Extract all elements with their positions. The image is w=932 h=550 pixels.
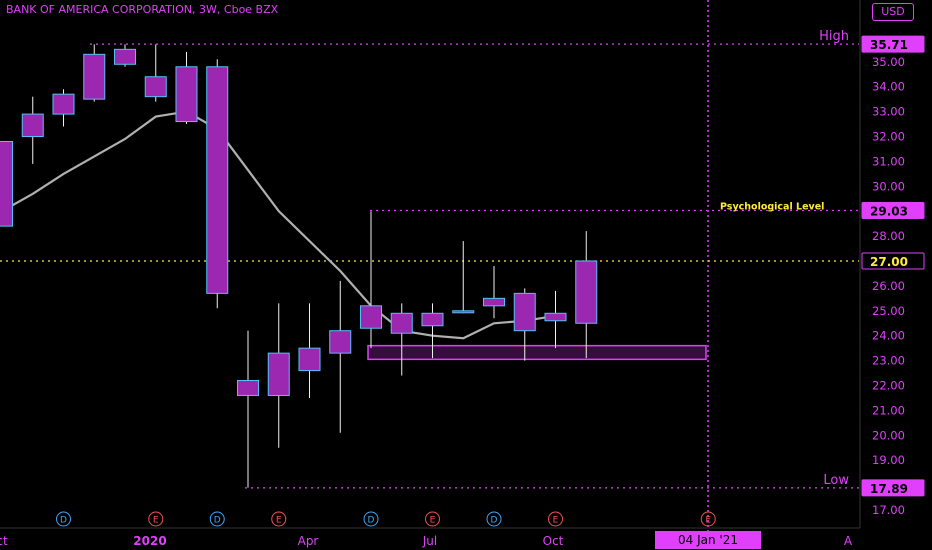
candle-body: [144, 76, 167, 98]
x-tick-label: Apr: [298, 534, 319, 548]
price-label-box: [861, 252, 925, 270]
level-side-label: Psychological Level: [720, 201, 824, 212]
y-tick-label: 25.00: [872, 304, 905, 318]
y-tick-label: 24.00: [872, 329, 905, 343]
price-label-value: 35.71: [870, 38, 908, 52]
candle-body: [544, 312, 567, 322]
candle-body: [575, 260, 598, 324]
price-label-box: [861, 479, 925, 497]
candle-body: [237, 380, 259, 396]
event-marker-circle: [425, 511, 440, 527]
event-marker-letter: E: [276, 516, 282, 526]
x-tick-label: Jul: [422, 534, 437, 548]
event-marker-letter: E: [553, 516, 559, 526]
candle-body: [421, 312, 444, 327]
price-label-value: 29.03: [870, 204, 908, 218]
event-marker-letter: E: [430, 516, 436, 526]
x-tick-label: Oct: [543, 534, 564, 548]
event-marker-letter: E: [153, 516, 159, 526]
y-tick-label: 17.00: [872, 503, 905, 517]
candle-body: [298, 347, 321, 372]
y-tick-label: 30.00: [872, 179, 905, 193]
y-tick-label: 20.00: [872, 428, 905, 442]
y-tick-label: 32.00: [872, 130, 905, 144]
candle-body: [483, 297, 505, 307]
level-side-label: High: [819, 29, 849, 44]
price-label-box: [861, 201, 925, 219]
level-side-label: Low: [823, 473, 849, 488]
candle-body: [206, 66, 229, 294]
x-tick-label: A: [844, 534, 853, 548]
candle-body: [52, 93, 75, 115]
x-tick-label: ct: [0, 534, 8, 548]
event-marker-letter: D: [60, 516, 67, 526]
y-tick-label: 28.00: [872, 229, 905, 243]
event-marker-letter: D: [214, 516, 221, 526]
candle-body: [390, 312, 413, 334]
crosshair-date-label: 04 Jan '21: [678, 533, 738, 547]
price-label-box: [861, 35, 925, 53]
support-zone-rect: [367, 344, 707, 361]
crosshair-date-box: [655, 531, 761, 549]
candle-body: [360, 305, 382, 329]
y-tick-label: 31.00: [872, 154, 905, 168]
event-marker-circle: [271, 511, 287, 527]
candle-body: [513, 292, 536, 332]
event-marker-circle: [486, 511, 502, 527]
candle-body: [267, 352, 290, 396]
event-marker-circle: [209, 511, 225, 527]
price-label-value: 27.00: [870, 255, 908, 269]
candle-body: [0, 140, 13, 227]
y-tick-label: 34.00: [872, 80, 905, 94]
y-tick-label: 23.00: [872, 354, 905, 368]
event-marker-circle: [56, 511, 71, 527]
y-tick-label: 19.00: [872, 453, 905, 467]
candle-body: [21, 113, 44, 137]
candle-body: [83, 53, 106, 100]
moving-average-line: [1, 110, 556, 340]
event-marker-circle: [148, 511, 164, 527]
event-marker-letter: D: [491, 516, 498, 526]
event-marker-circle: [700, 511, 716, 527]
candle-body: [114, 48, 136, 65]
event-marker-letter: E: [705, 516, 711, 526]
event-marker-circle: [363, 511, 379, 527]
y-tick-label: 35.00: [872, 55, 905, 69]
y-tick-label: 21.00: [872, 403, 905, 417]
candle-body: [452, 310, 475, 314]
currency-button[interactable]: USD: [872, 3, 914, 21]
candle-body: [329, 330, 352, 354]
y-tick-label: 26.00: [872, 279, 905, 293]
candle-body: [175, 66, 198, 123]
event-marker-letter: D: [368, 516, 375, 526]
price-label-value: 17.89: [870, 482, 908, 496]
y-tick-label: 22.00: [872, 379, 905, 393]
symbol-title: BANK OF AMERICA CORPORATION, 3W, Cboe BZ…: [6, 3, 279, 16]
x-tick-label: 2020: [133, 534, 166, 548]
y-tick-label: 33.00: [872, 105, 905, 119]
event-marker-circle: [548, 511, 563, 527]
